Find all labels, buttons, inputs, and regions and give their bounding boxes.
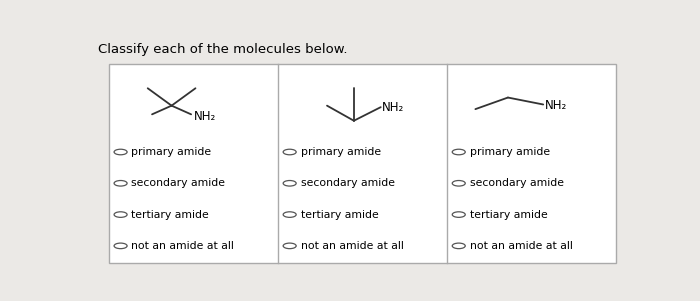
Text: primary amide: primary amide bbox=[470, 147, 550, 157]
Text: not an amide at all: not an amide at all bbox=[300, 241, 403, 251]
Circle shape bbox=[452, 149, 466, 155]
Text: primary amide: primary amide bbox=[132, 147, 211, 157]
Circle shape bbox=[114, 181, 127, 186]
Circle shape bbox=[114, 212, 127, 217]
Text: not an amide at all: not an amide at all bbox=[132, 241, 234, 251]
Circle shape bbox=[452, 181, 466, 186]
Text: tertiary amide: tertiary amide bbox=[300, 209, 378, 220]
Circle shape bbox=[114, 149, 127, 155]
Text: tertiary amide: tertiary amide bbox=[470, 209, 547, 220]
Circle shape bbox=[114, 243, 127, 249]
Text: secondary amide: secondary amide bbox=[470, 178, 564, 188]
Text: NH₂: NH₂ bbox=[382, 101, 404, 114]
Circle shape bbox=[284, 181, 296, 186]
Text: not an amide at all: not an amide at all bbox=[470, 241, 573, 251]
Text: secondary amide: secondary amide bbox=[300, 178, 395, 188]
Text: NH₂: NH₂ bbox=[194, 110, 216, 123]
FancyBboxPatch shape bbox=[109, 64, 617, 263]
Text: NH₂: NH₂ bbox=[545, 99, 567, 112]
Circle shape bbox=[452, 212, 466, 217]
Circle shape bbox=[284, 243, 296, 249]
Text: secondary amide: secondary amide bbox=[132, 178, 225, 188]
Circle shape bbox=[284, 149, 296, 155]
Text: Classify each of the molecules below.: Classify each of the molecules below. bbox=[98, 43, 348, 56]
Circle shape bbox=[452, 243, 466, 249]
Text: tertiary amide: tertiary amide bbox=[132, 209, 209, 220]
Circle shape bbox=[284, 212, 296, 217]
Text: primary amide: primary amide bbox=[300, 147, 381, 157]
